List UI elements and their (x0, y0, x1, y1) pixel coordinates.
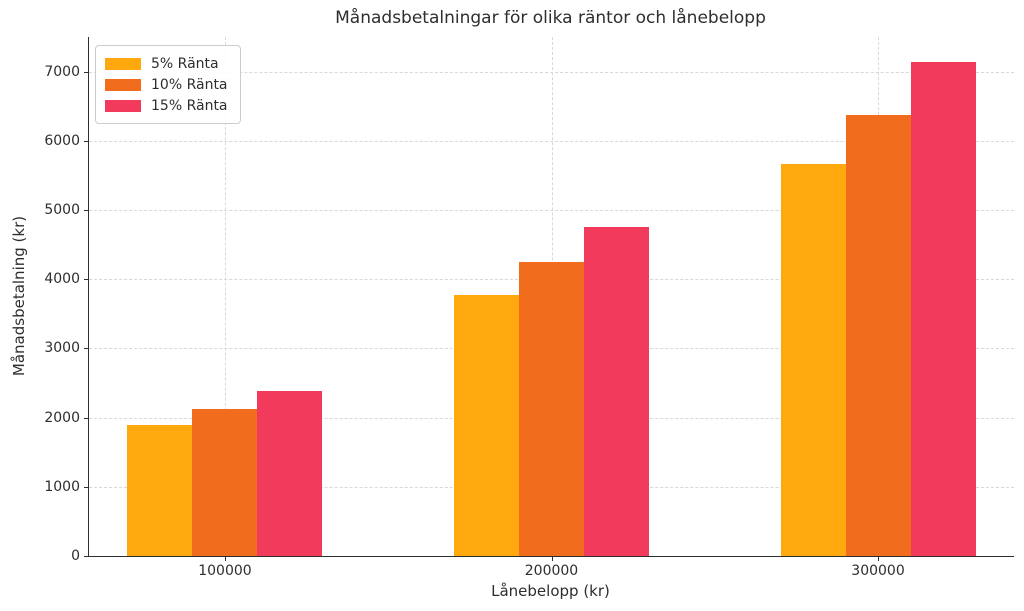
y-tick-mark (84, 556, 89, 557)
y-tick-label: 1000 (44, 478, 80, 495)
x-tick-label: 300000 (851, 563, 905, 579)
y-tick-mark (84, 210, 89, 211)
bar-10-r-nta-300000 (845, 114, 911, 556)
bar-5-r-nta-100000 (127, 425, 193, 556)
bar-15-r-nta-300000 (910, 62, 976, 556)
x-tick-label: 100000 (198, 563, 252, 579)
y-tick-label: 4000 (44, 271, 80, 288)
legend-item: 5% Ränta (105, 53, 228, 74)
y-tick-mark (84, 486, 89, 488)
bar-15-r-nta-100000 (257, 391, 323, 556)
x-axis-label: Lånebelopp (kr) (491, 582, 610, 600)
x-tick-mark (878, 556, 880, 561)
y-tick-mark (84, 140, 89, 142)
y-tick-label: 7000 (44, 63, 80, 80)
legend-swatch-icon (105, 57, 141, 70)
y-tick-label: 3000 (44, 340, 80, 357)
legend-label: 10% Ränta (151, 76, 228, 93)
y-tick-label: 2000 (44, 409, 80, 426)
bar-15-r-nta-200000 (584, 226, 649, 556)
chart-title: Månadsbetalningar för olika räntor och l… (335, 8, 766, 28)
bar-5-r-nta-200000 (454, 294, 519, 556)
y-tick-mark (84, 348, 89, 350)
y-tick-mark (84, 71, 89, 73)
bar-5-r-nta-300000 (780, 164, 846, 556)
legend-item: 10% Ränta (105, 74, 228, 95)
y-tick-label: 0 (71, 548, 80, 564)
x-tick-mark (224, 556, 226, 561)
legend-label: 5% Ränta (151, 55, 219, 72)
legend-item: 15% Ränta (105, 95, 228, 116)
x-tick-label: 200000 (524, 563, 579, 579)
bar-10-r-nta-100000 (192, 408, 258, 556)
legend: 5% Ränta 10% Ränta 15% Ränta (95, 45, 241, 124)
legend-swatch-icon (105, 78, 141, 91)
y-tick-mark (84, 279, 89, 281)
x-gridline (224, 37, 226, 556)
y-tick-mark (84, 417, 89, 419)
bar-10-r-nta-200000 (519, 261, 584, 556)
y-tick-label: 6000 (44, 132, 80, 149)
legend-swatch-icon (105, 99, 141, 112)
legend-label: 15% Ränta (151, 97, 228, 114)
y-axis-label: Månadsbetalning (kr) (10, 215, 28, 377)
x-tick-mark (551, 556, 553, 561)
y-tick-label: 5000 (44, 202, 80, 218)
plot-area: 0 1000 2000 3000 4000 5000 6000 7000 100000 20000… (44, 37, 1014, 579)
